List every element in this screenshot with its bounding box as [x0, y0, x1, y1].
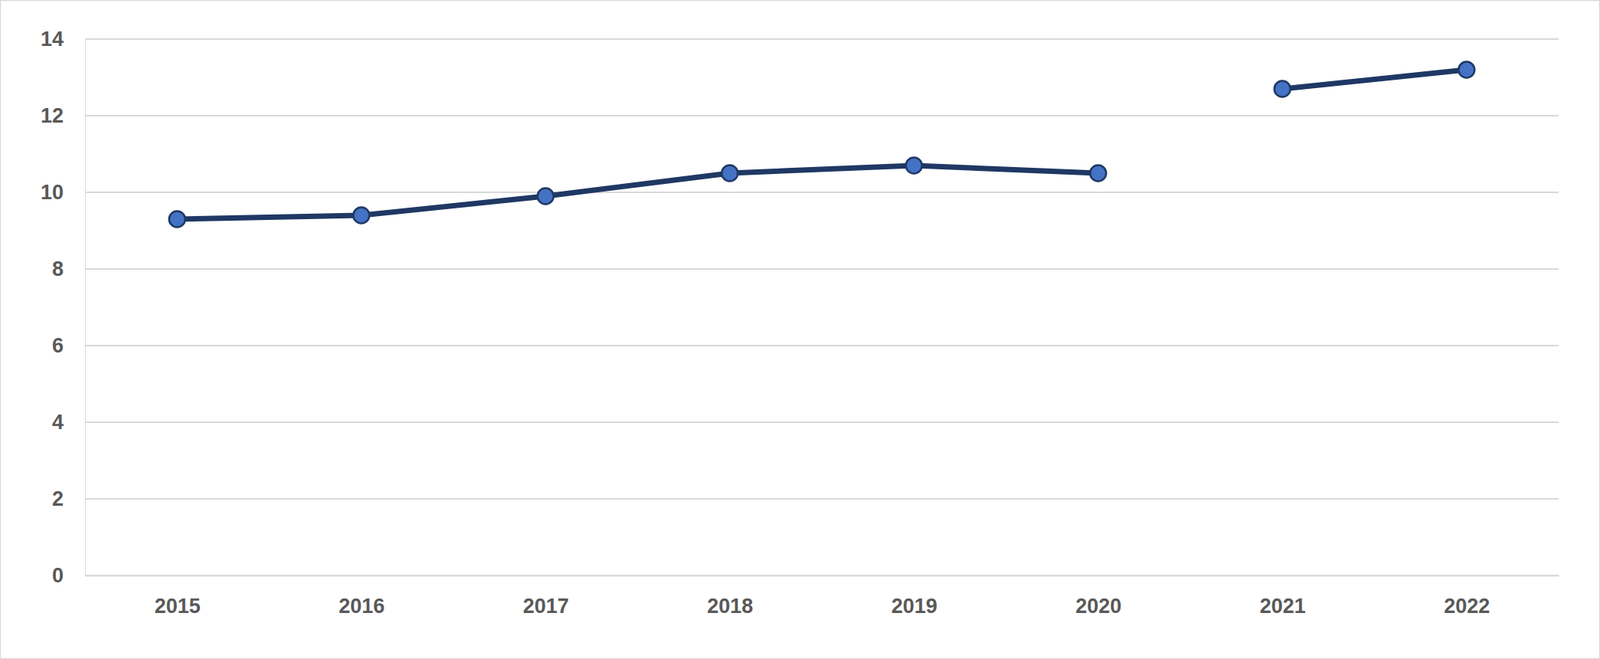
marker [1458, 62, 1475, 79]
y-tick: 0 [52, 563, 86, 587]
x-tick: 2022 [1443, 575, 1490, 618]
grid [85, 39, 1559, 576]
y-tick-label: 0 [52, 563, 64, 587]
x-tick: 2021 [1259, 575, 1306, 618]
grid-line [85, 191, 1559, 194]
y-tick: 6 [52, 333, 86, 357]
y-tick-label: 14 [40, 27, 64, 51]
marker [353, 207, 370, 224]
grid-line [85, 38, 1559, 40]
x-tick: 2018 [706, 575, 753, 618]
x-axis-line [85, 575, 1560, 577]
y-tick-label: 4 [52, 410, 64, 434]
x-tick-label: 2022 [1443, 594, 1490, 618]
grid-line [85, 421, 1559, 423]
marker [1274, 81, 1291, 98]
x-axis: 2015 2016 2017 2018 2019 2020 2021 2022 [85, 575, 1560, 618]
grid-line [85, 574, 1559, 576]
grid-line [85, 268, 1559, 270]
y-tick: 4 [52, 410, 86, 434]
line [1282, 69, 1467, 89]
x-tick: 2019 [891, 575, 938, 618]
x-tick-label: 2015 [154, 594, 201, 618]
chart-border [0, 0, 1600, 659]
y-axis: 0 2 4 6 8 10 12 14 [40, 27, 86, 587]
x-tick-label: 2017 [523, 594, 570, 618]
x-tick: 2016 [338, 575, 385, 618]
marker [721, 165, 738, 182]
x-tick: 2020 [1075, 575, 1122, 618]
y-axis-line [85, 39, 86, 576]
y-tick-label: 12 [40, 104, 64, 128]
series-area [169, 62, 1476, 228]
y-tick: 14 [40, 27, 86, 51]
x-tick: 2015 [154, 575, 201, 618]
marker [1089, 165, 1106, 182]
y-tick: 10 [40, 180, 86, 204]
y-tick-label: 6 [52, 333, 64, 357]
y-tick: 2 [52, 487, 86, 511]
y-tick: 12 [40, 104, 86, 128]
marker [537, 188, 554, 205]
grid-line [85, 344, 1559, 347]
grid-line [85, 114, 1559, 117]
marker [169, 211, 186, 228]
plot: 0246810121420152016201720182019202020212… [40, 27, 1560, 618]
x-tick-label: 2016 [338, 594, 385, 618]
chart: 0246810121420152016201720182019202020212… [0, 0, 1600, 659]
x-tick-label: 2019 [891, 594, 938, 618]
x-tick-label: 2020 [1075, 594, 1122, 618]
y-tick-label: 8 [52, 257, 64, 281]
grid-line [85, 497, 1559, 500]
y-tick-label: 10 [40, 180, 64, 204]
x-tick: 2017 [523, 575, 570, 618]
x-tick-label: 2018 [706, 594, 753, 618]
y-tick: 8 [52, 257, 86, 281]
y-tick-label: 2 [52, 487, 64, 511]
marker [906, 157, 923, 174]
x-tick-label: 2021 [1259, 594, 1306, 618]
line [176, 165, 1099, 220]
